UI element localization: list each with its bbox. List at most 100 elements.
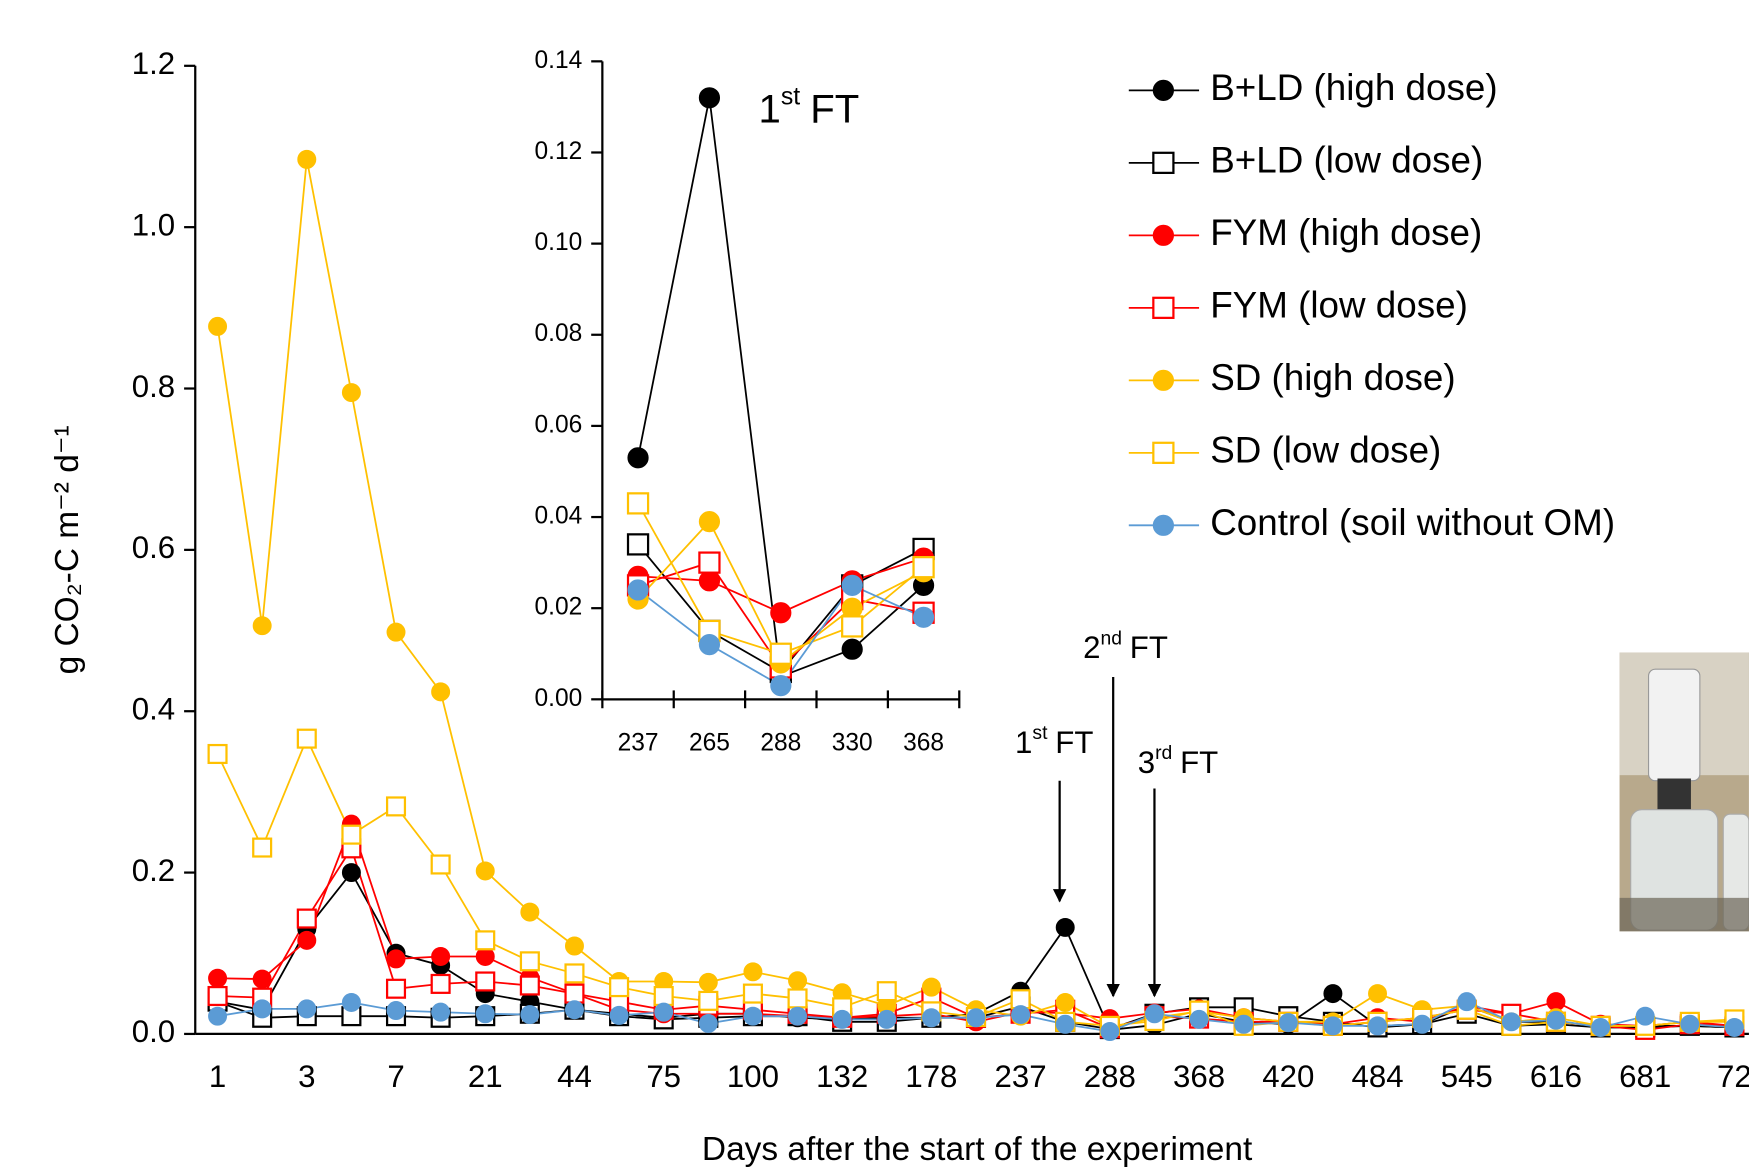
data-point: [769, 642, 792, 665]
legend-label: SD (low dose): [1210, 430, 1441, 471]
data-point: [475, 971, 496, 992]
x-tick-label: 368: [903, 729, 944, 756]
data-point: [876, 981, 897, 1002]
legend-marker: [1152, 514, 1174, 536]
annotation: 1st FT: [1015, 722, 1093, 760]
data-point: [609, 977, 630, 998]
data-point: [519, 975, 540, 996]
x-tick-label: 265: [689, 729, 730, 756]
data-point: [698, 551, 721, 574]
data-point: [1501, 1012, 1521, 1032]
x-tick-label: 681: [1619, 1059, 1671, 1094]
data-point: [385, 978, 407, 999]
data-point: [341, 383, 361, 403]
data-point: [1368, 1016, 1388, 1036]
data-point: [475, 930, 496, 951]
data-point: [386, 949, 406, 969]
data-point: [341, 824, 362, 845]
inset-title: 1st FT: [759, 82, 860, 131]
data-point: [966, 1008, 986, 1028]
data-point: [1368, 984, 1388, 1004]
data-point: [1055, 992, 1075, 1012]
x-tick-label: 178: [905, 1059, 957, 1094]
legend-marker: [1152, 296, 1175, 319]
data-point: [698, 511, 721, 533]
x-tick-label: 75: [646, 1059, 681, 1094]
x-tick-label: 616: [1530, 1059, 1582, 1094]
data-point: [386, 622, 406, 642]
x-tick-label: 7: [387, 1059, 404, 1094]
y-axis-title: g CO₂-C m⁻² d⁻¹: [49, 425, 86, 674]
x-tick-label: 1: [209, 1059, 226, 1094]
data-point: [431, 682, 451, 702]
legend-label: FYM (high dose): [1210, 212, 1482, 253]
y-tick-label: 1.2: [132, 46, 175, 81]
y-tick-label: 0.04: [535, 503, 583, 530]
data-point: [698, 990, 719, 1011]
data-point: [207, 743, 228, 765]
x-tick-label: 420: [1262, 1059, 1314, 1094]
data-point: [877, 1009, 897, 1029]
annotation-base: 2: [1083, 630, 1100, 665]
legend-label: SD (high dose): [1210, 357, 1455, 398]
x-tick-label: 237: [995, 1059, 1047, 1094]
data-point: [386, 1001, 406, 1021]
data-point: [207, 985, 228, 1007]
data-point: [627, 579, 649, 601]
y-tick-label: 0.02: [535, 594, 583, 621]
data-point: [1055, 917, 1075, 937]
x-tick-label: 44: [557, 1059, 592, 1094]
series-line: [637, 520, 924, 665]
annotation-sup: rd: [1155, 742, 1172, 764]
y-tick-label: 0.00: [535, 685, 583, 712]
x-tick-label: 545: [1441, 1059, 1493, 1094]
data-point: [698, 972, 718, 992]
data-point: [770, 602, 792, 624]
data-point: [1546, 1010, 1566, 1030]
annotation-sup: nd: [1100, 627, 1122, 649]
inset-title-rest: FT: [810, 86, 859, 131]
data-point: [431, 1002, 451, 1022]
data-point: [297, 999, 317, 1019]
x-tick-label: 288: [1084, 1059, 1136, 1094]
y-tick-label: 0.10: [535, 229, 583, 256]
annotation: 2nd FT: [1083, 627, 1168, 665]
data-point: [252, 999, 272, 1019]
data-point: [564, 963, 585, 984]
series-line: [216, 159, 1735, 1029]
annotation-sup: st: [1032, 722, 1048, 744]
x-tick-label: 237: [618, 729, 659, 756]
legend-label: FYM (low dose): [1210, 285, 1468, 326]
data-point: [296, 728, 317, 749]
photo: [1619, 652, 1749, 932]
legend-marker: [1152, 79, 1174, 101]
data-point: [519, 951, 540, 972]
data-point: [788, 971, 808, 991]
x-tick-label: 72: [1717, 1059, 1749, 1094]
x-tick-label: 368: [1173, 1059, 1225, 1094]
data-point: [1635, 1006, 1655, 1026]
data-point: [609, 1005, 629, 1025]
data-point: [564, 1000, 584, 1020]
data-point: [626, 492, 650, 515]
data-point: [1189, 1009, 1209, 1029]
data-point: [921, 1008, 941, 1028]
x-tick-label: 100: [727, 1059, 779, 1094]
data-point: [832, 1009, 852, 1029]
data-point: [1234, 1014, 1254, 1034]
data-point: [1323, 984, 1343, 1004]
data-point: [385, 796, 407, 817]
series-line: [637, 97, 925, 678]
legend-label: B+LD (low dose): [1210, 140, 1483, 181]
data-point: [742, 983, 763, 1004]
inset-title-base: 1: [759, 86, 781, 131]
data-point: [475, 1004, 495, 1024]
data-point: [1546, 992, 1566, 1012]
legend-marker: [1152, 441, 1175, 464]
data-point: [1055, 1014, 1075, 1034]
data-point: [208, 316, 228, 336]
x-tick-label: 330: [832, 729, 873, 756]
data-point: [208, 1006, 228, 1026]
inset-title-sup: st: [781, 82, 800, 110]
